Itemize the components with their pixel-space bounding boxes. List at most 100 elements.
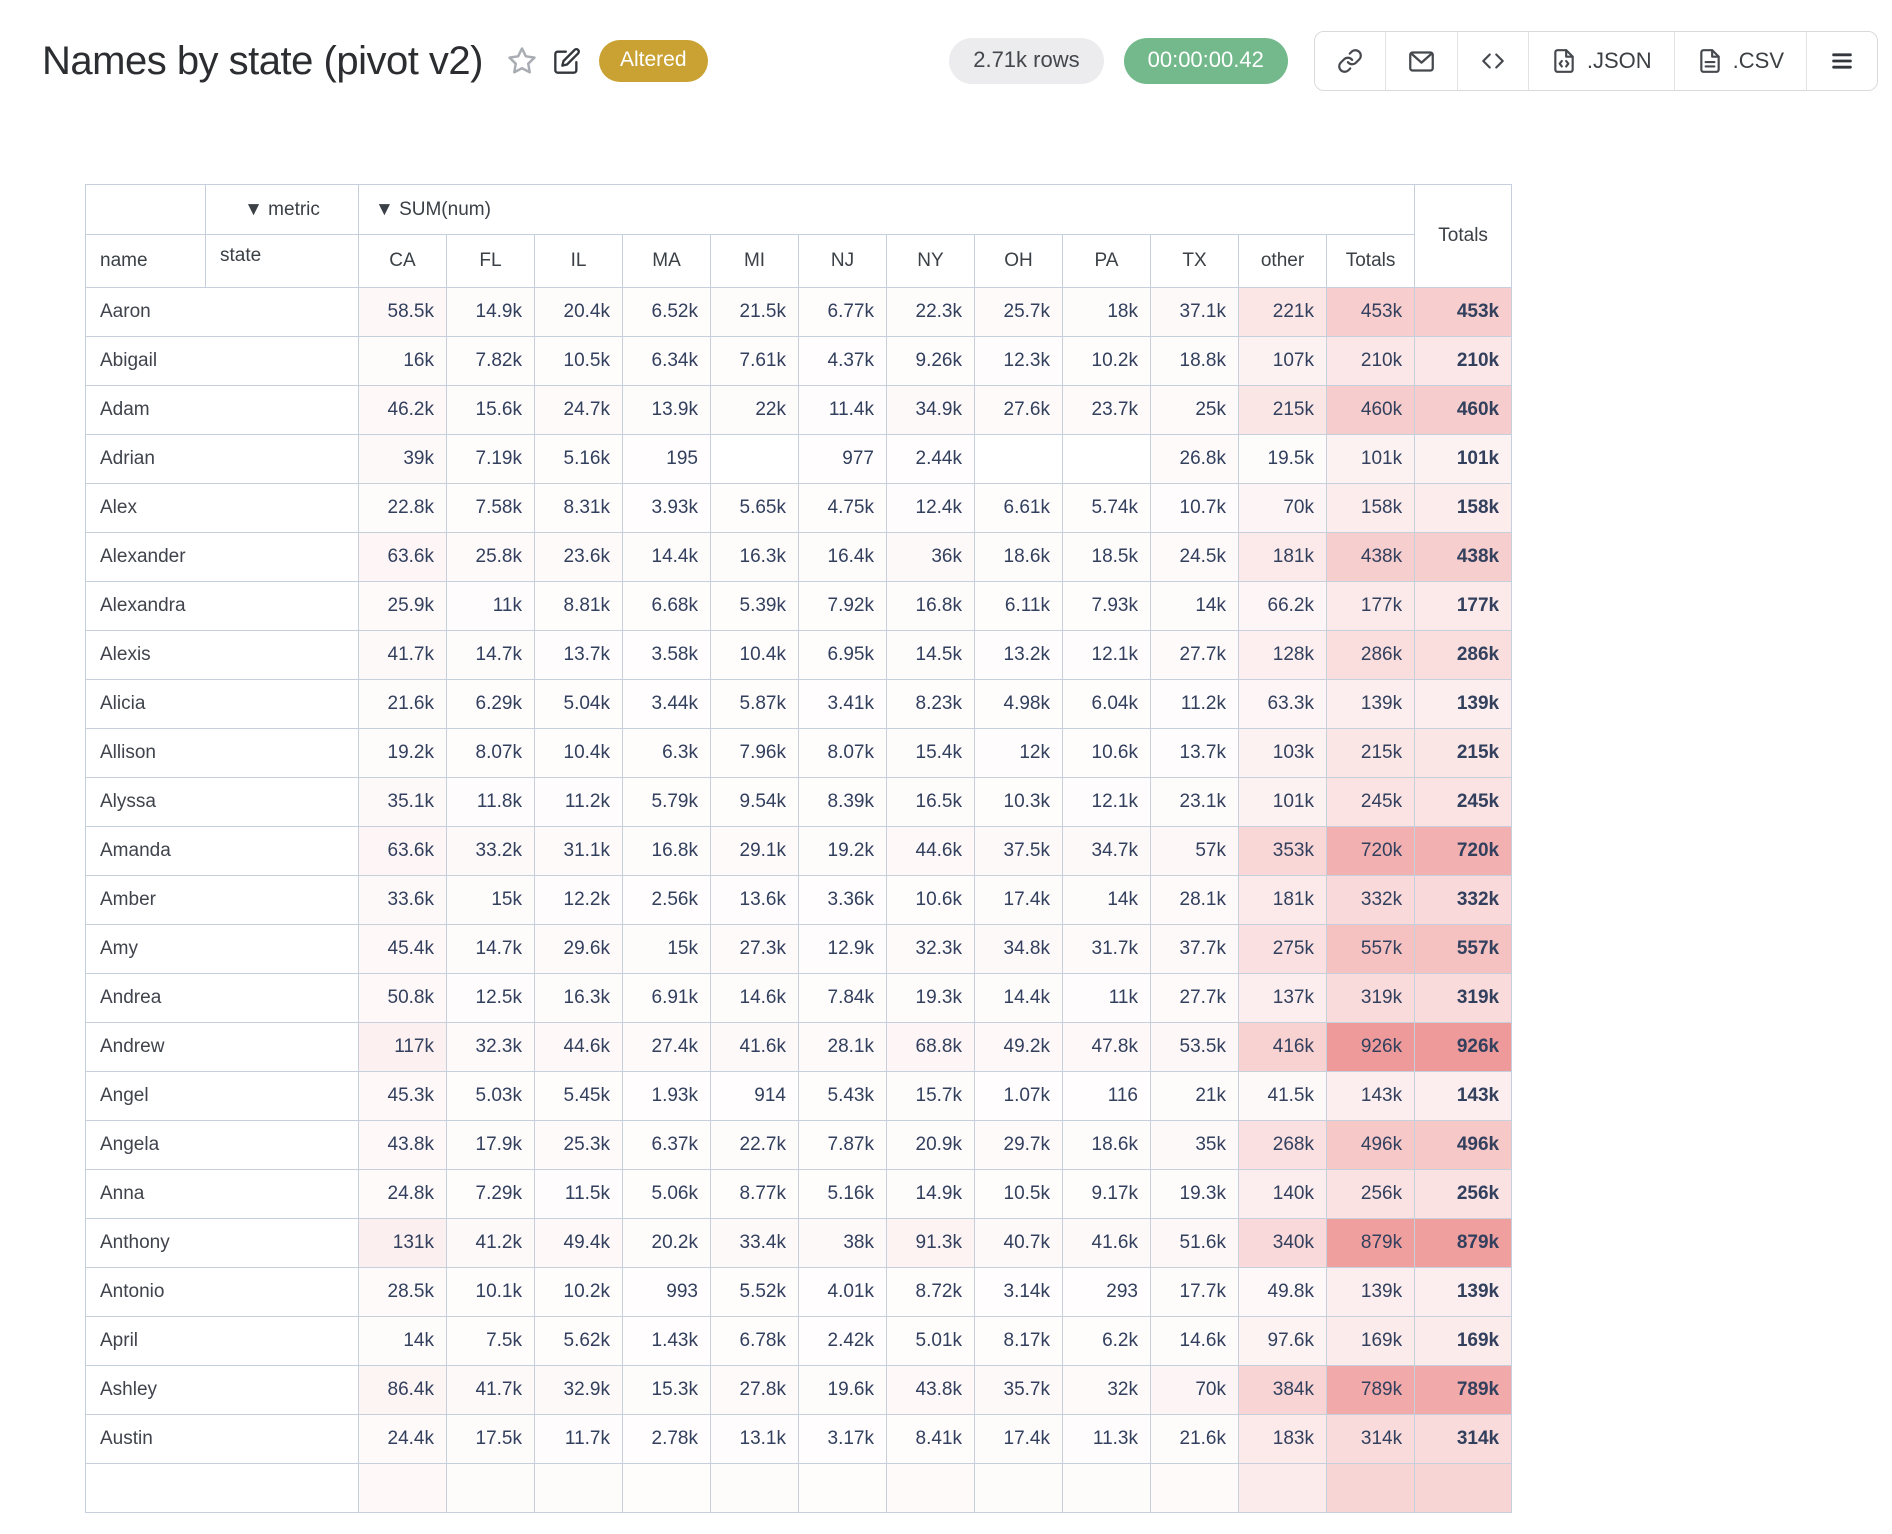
- value-cell-oh: 1.07k: [974, 1071, 1063, 1121]
- value-cell-ca: [358, 1463, 447, 1513]
- value-cell-ca: 41.7k: [358, 630, 447, 680]
- table-row: Adrian 39k 7.19k 5.16k 195 977 2.44k 26.8k 19.5k…: [85, 434, 1513, 484]
- email-button[interactable]: [1384, 32, 1457, 90]
- value-cell-mi: 5.65k: [710, 483, 799, 533]
- json-export-button[interactable]: .JSON: [1527, 32, 1674, 90]
- table-row: Alyssa 35.1k 11.8k 11.2k 5.79k 9.54k 8.39k 16.5…: [85, 777, 1513, 827]
- csv-export-button[interactable]: .CSV: [1673, 32, 1806, 90]
- table-row: Alicia 21.6k 6.29k 5.04k 3.44k 5.87k 3.41k 8.23…: [85, 679, 1513, 729]
- value-cell-totals: 453k: [1325, 287, 1416, 337]
- value-cell-pa: 14k: [1062, 875, 1151, 925]
- value-cell-tx: 70k: [1150, 1365, 1239, 1415]
- value-cell-il: 49.4k: [534, 1218, 623, 1268]
- value-cell-pa: 31.7k: [1062, 924, 1151, 974]
- value-cell-totals: 139k: [1325, 1267, 1416, 1317]
- edit-icon[interactable]: [553, 47, 581, 75]
- state-label: state: [205, 234, 359, 288]
- value-cell-ca: 50.8k: [358, 973, 447, 1023]
- value-cell-fl: 7.5k: [446, 1316, 535, 1366]
- value-cell-il: 5.45k: [534, 1071, 623, 1121]
- value-cell-ny: 16.8k: [886, 581, 975, 631]
- row-name: Amber: [85, 875, 359, 925]
- value-cell-nj: 16.4k: [798, 532, 887, 582]
- value-cell-oh: [974, 1463, 1063, 1513]
- embed-code-button[interactable]: [1456, 32, 1528, 90]
- menu-button[interactable]: [1806, 32, 1877, 90]
- row-grand-total: 158k: [1414, 483, 1513, 533]
- value-cell-oh: 25.7k: [974, 287, 1063, 337]
- value-cell-mi: 33.4k: [710, 1218, 799, 1268]
- value-cell-tx: 28.1k: [1150, 875, 1239, 925]
- row-grand-total: 139k: [1414, 679, 1513, 729]
- value-cell-ca: 39k: [358, 434, 447, 484]
- value-cell-tx: 53.5k: [1150, 1022, 1239, 1072]
- row-grand-total: 177k: [1414, 581, 1513, 631]
- value-cell-totals: 245k: [1325, 777, 1416, 827]
- value-cell-tx: 17.7k: [1150, 1267, 1239, 1317]
- value-cell-pa: 10.2k: [1062, 336, 1151, 386]
- sum-num-dropdown[interactable]: ▼ SUM(num): [357, 184, 1416, 235]
- value-cell-tx: 19.3k: [1150, 1169, 1239, 1219]
- hamburger-icon: [1832, 53, 1852, 69]
- value-cell-oh: 29.7k: [974, 1120, 1063, 1170]
- value-cell-fl: 7.58k: [446, 483, 535, 533]
- value-cell-tx: 57k: [1150, 826, 1239, 876]
- value-cell-totals: 177k: [1325, 581, 1416, 631]
- value-cell-il: 5.16k: [534, 434, 623, 484]
- value-cell-il: 44.6k: [534, 1022, 623, 1072]
- value-cell-mi: 13.6k: [710, 875, 799, 925]
- column-header-nj: NJ: [798, 234, 887, 288]
- value-cell-mi: 914: [710, 1071, 799, 1121]
- value-cell-oh: 17.4k: [974, 1414, 1063, 1464]
- value-cell-ny: 91.3k: [886, 1218, 975, 1268]
- value-cell-oh: 12k: [974, 728, 1063, 778]
- value-cell-nj: 5.16k: [798, 1169, 887, 1219]
- value-cell-pa: [1062, 1463, 1151, 1513]
- column-header-ny: NY: [886, 234, 975, 288]
- column-header-tx: TX: [1150, 234, 1239, 288]
- value-cell-other: 140k: [1238, 1169, 1327, 1219]
- metric-dropdown[interactable]: ▼ metric: [205, 184, 359, 235]
- value-cell-oh: 8.17k: [974, 1316, 1063, 1366]
- row-name: Aaron: [85, 287, 359, 337]
- value-cell-pa: 116: [1062, 1071, 1151, 1121]
- value-cell-mi: 7.61k: [710, 336, 799, 386]
- value-cell-ca: 19.2k: [358, 728, 447, 778]
- value-cell-nj: 11.4k: [798, 385, 887, 435]
- row-name: Alexandra: [85, 581, 359, 631]
- value-cell-tx: 25k: [1150, 385, 1239, 435]
- value-cell-nj: 8.39k: [798, 777, 887, 827]
- value-cell-other: 103k: [1238, 728, 1327, 778]
- column-header-fl: FL: [446, 234, 535, 288]
- copy-link-button[interactable]: [1314, 32, 1385, 90]
- value-cell-tx: 21.6k: [1150, 1414, 1239, 1464]
- value-cell-other: 340k: [1238, 1218, 1327, 1268]
- table-row: Austin 24.4k 17.5k 11.7k 2.78k 13.1k 3.17k 8.41…: [85, 1414, 1513, 1464]
- value-cell-totals: 438k: [1325, 532, 1416, 582]
- value-cell-other: 41.5k: [1238, 1071, 1327, 1121]
- table-row: Andrew 117k 32.3k 44.6k 27.4k 41.6k 28.1k 68.8k…: [85, 1022, 1513, 1072]
- value-cell-fl: 7.19k: [446, 434, 535, 484]
- table-row: Adam 46.2k 15.6k 24.7k 13.9k 22k 11.4k 34.9k 27.…: [85, 385, 1513, 435]
- row-grand-total: 319k: [1414, 973, 1513, 1023]
- envelope-icon: [1408, 50, 1434, 72]
- table-row: Anthony 131k 41.2k 49.4k 20.2k 33.4k 38k 91.3k 4…: [85, 1218, 1513, 1268]
- value-cell-ma: 3.93k: [622, 483, 711, 533]
- row-grand-total: 101k: [1414, 434, 1513, 484]
- value-cell-other: 181k: [1238, 875, 1327, 925]
- value-cell-fl: 11k: [446, 581, 535, 631]
- value-cell-mi: 29.1k: [710, 826, 799, 876]
- value-cell-ma: 20.2k: [622, 1218, 711, 1268]
- value-cell-other: 275k: [1238, 924, 1327, 974]
- value-cell-other: 97.6k: [1238, 1316, 1327, 1366]
- value-cell-ca: 16k: [358, 336, 447, 386]
- star-icon[interactable]: [507, 46, 537, 76]
- value-cell-pa: 34.7k: [1062, 826, 1151, 876]
- value-cell-tx: 24.5k: [1150, 532, 1239, 582]
- value-cell-other: 70k: [1238, 483, 1327, 533]
- value-cell-pa: 6.04k: [1062, 679, 1151, 729]
- row-name: Adam: [85, 385, 359, 435]
- value-cell-oh: 14.4k: [974, 973, 1063, 1023]
- table-row: Angela 43.8k 17.9k 25.3k 6.37k 22.7k 7.87k 20.9…: [85, 1120, 1513, 1170]
- row-grand-total: [1414, 1463, 1513, 1513]
